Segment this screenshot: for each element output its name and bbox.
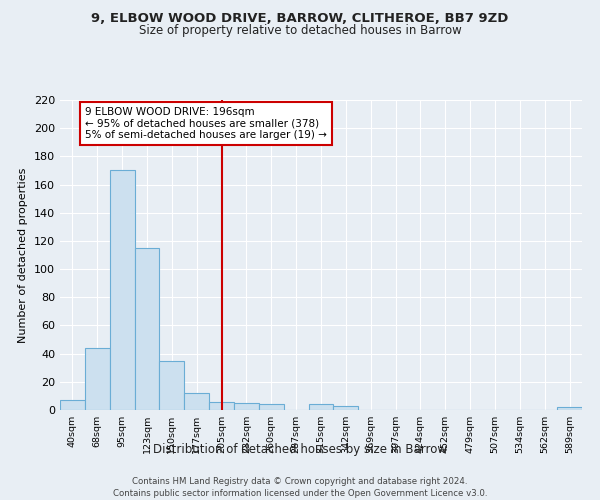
Bar [184, 393, 209, 410]
Text: 9 ELBOW WOOD DRIVE: 196sqm
← 95% of detached houses are smaller (378)
5% of semi: 9 ELBOW WOOD DRIVE: 196sqm ← 95% of deta… [85, 107, 327, 140]
Bar [110, 170, 134, 410]
Bar [160, 360, 184, 410]
Text: Distribution of detached houses by size in Barrow: Distribution of detached houses by size … [153, 442, 447, 456]
Text: Size of property relative to detached houses in Barrow: Size of property relative to detached ho… [139, 24, 461, 37]
Text: 9, ELBOW WOOD DRIVE, BARROW, CLITHEROE, BB7 9ZD: 9, ELBOW WOOD DRIVE, BARROW, CLITHEROE, … [91, 12, 509, 26]
Bar [134, 248, 160, 410]
Y-axis label: Number of detached properties: Number of detached properties [19, 168, 28, 342]
Text: Contains public sector information licensed under the Open Government Licence v3: Contains public sector information licen… [113, 489, 487, 498]
Bar [234, 403, 259, 410]
Bar [334, 406, 358, 410]
Text: Contains HM Land Registry data © Crown copyright and database right 2024.: Contains HM Land Registry data © Crown c… [132, 478, 468, 486]
Bar [85, 348, 110, 410]
Bar [557, 407, 582, 410]
Bar [308, 404, 334, 410]
Bar [60, 400, 85, 410]
Bar [259, 404, 284, 410]
Bar [209, 402, 234, 410]
